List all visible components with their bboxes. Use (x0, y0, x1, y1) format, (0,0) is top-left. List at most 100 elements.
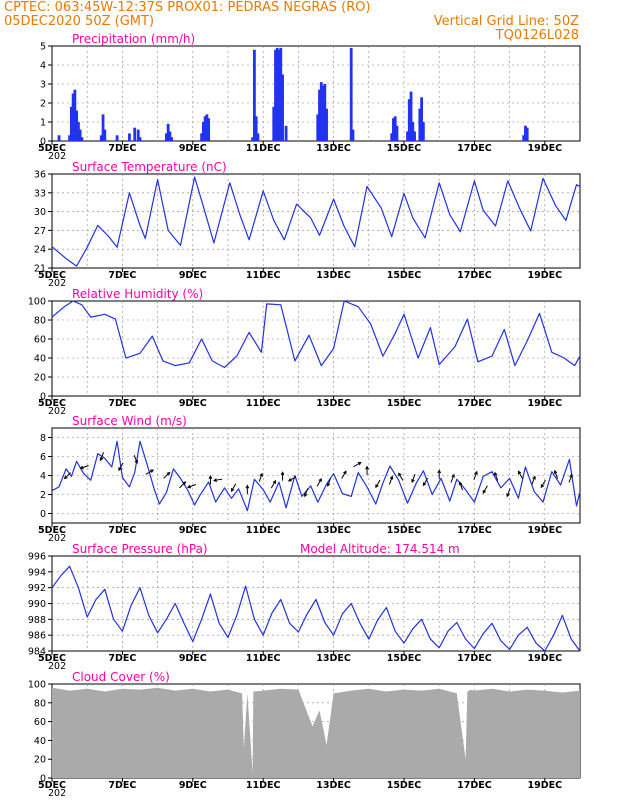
wind-arrow (398, 472, 404, 481)
wind-arrow (64, 472, 71, 479)
wind-arrow (473, 471, 478, 480)
year-stub: 202 (48, 278, 66, 289)
y-tick-label: 4 (40, 61, 46, 72)
wind-arrow-head (569, 473, 573, 478)
wind-arrow-head (343, 470, 347, 475)
wind-arrow (482, 485, 488, 494)
wind-arrow (375, 479, 381, 488)
wind-arrow-head (482, 489, 487, 494)
y-tick-label: 0 (40, 392, 46, 403)
x-tick-label: 13DEC (316, 143, 351, 154)
y-tick-label: 24 (34, 245, 46, 256)
wind-arrow (506, 488, 511, 497)
wind-arrow (231, 483, 237, 492)
panel-title: Relative Humidity (%) (72, 287, 203, 301)
x-tick-label: 11DEC (246, 780, 281, 791)
x-tick-label: 19DEC (528, 270, 563, 281)
precip-bar (421, 122, 425, 141)
precip-bar (349, 47, 353, 141)
y-tick-label: 20 (34, 373, 46, 384)
precip-bar (78, 129, 82, 141)
x-tick-label: 13DEC (316, 780, 351, 791)
x-tick-label: 11DEC (246, 525, 281, 536)
y-tick-label: 5 (40, 42, 46, 53)
x-tick-label: 15DEC (387, 525, 422, 536)
x-tick-label: 9DEC (179, 780, 207, 791)
y-tick-label: 60 (34, 335, 46, 346)
series-line (51, 565, 581, 652)
y-tick-label: 988 (28, 615, 46, 626)
precip-bar (411, 122, 415, 141)
x-tick-label: 19DEC (528, 525, 563, 536)
precip-bar (138, 137, 142, 141)
y-tick-label: 6 (40, 452, 46, 463)
x-tick-label: 7DEC (108, 780, 136, 791)
wind-arrow-head (150, 469, 155, 473)
wind-arrow (388, 476, 393, 485)
x-tick-label: 9DEC (179, 270, 207, 281)
wind-arrow (304, 488, 309, 497)
y-tick-label: 996 (28, 552, 46, 563)
precip-bar (321, 85, 325, 141)
cloud-cover-area (52, 687, 580, 778)
x-tick-label: 19DEC (528, 143, 563, 154)
x-tick-label: 5DEC (38, 780, 66, 791)
x-tick-label: 15DEC (387, 270, 422, 281)
wind-arrow-head (208, 475, 213, 479)
precip-bar (395, 125, 399, 141)
precip-bar (319, 82, 323, 141)
y-tick-label: 986 (28, 631, 46, 642)
wind-arrow-head (231, 488, 235, 492)
x-tick-label: 19DEC (528, 780, 563, 791)
wind-arrow-head (422, 482, 427, 487)
precip-bar (168, 131, 172, 141)
x-tick-label: 19DEC (528, 398, 563, 409)
wind-arrow-head (63, 475, 68, 480)
x-tick-label: 13DEC (316, 653, 351, 664)
precip-bar (318, 89, 321, 141)
precip-bar (203, 116, 207, 141)
header-grid-note: Vertical Grid Line: 50Z (434, 14, 579, 29)
plot-frame (51, 300, 581, 397)
header-model-id: TQ0126L028 (495, 28, 579, 43)
x-tick-label: 5DEC (38, 398, 66, 409)
wind-arrow-head (118, 467, 122, 472)
panel-annotation: Model Altitude: 174.514 m (300, 542, 460, 556)
precip-bar (251, 137, 255, 141)
precip-bar (133, 127, 137, 141)
panel-4: Surface Pressure (hPa) Model Altitude: 17… (28, 542, 581, 672)
y-tick-label: 40 (34, 736, 46, 747)
wind-arrow (540, 479, 546, 488)
precip-bar (80, 137, 84, 141)
precip-bar (253, 49, 256, 141)
y-tick-label: 100 (28, 680, 46, 691)
x-tick-label: 7DEC (108, 525, 136, 536)
precip-bar (323, 84, 327, 141)
wind-arrow (163, 472, 170, 479)
wind-arrow (118, 462, 124, 471)
wind-arrow-head (326, 482, 331, 487)
y-tick-label: 40 (34, 354, 46, 365)
y-tick-label: 992 (28, 583, 46, 594)
x-tick-label: 11DEC (246, 653, 281, 664)
y-tick-label: 30 (34, 207, 46, 218)
precip-bar (101, 114, 105, 141)
x-tick-label: 11DEC (246, 270, 281, 281)
precip-bar (115, 135, 119, 141)
wind-arrow-head (375, 484, 379, 489)
panel-title: Surface Temperature (nC) (72, 160, 227, 174)
wind-arrow-head (280, 471, 285, 476)
precip-bar (71, 93, 75, 141)
wind-arrow (213, 478, 223, 482)
y-tick-label: 984 (28, 647, 46, 658)
x-tick-label: 13DEC (316, 398, 351, 409)
precip-bar (524, 125, 527, 141)
wind-arrow-head (451, 473, 455, 478)
wind-arrow (459, 482, 464, 491)
wind-arrow-head (437, 469, 442, 474)
precip-bar (390, 133, 394, 141)
x-tick-label: 17DEC (457, 780, 492, 791)
y-tick-label: 100 (28, 297, 46, 308)
precip-bar (393, 116, 397, 141)
year-stub: 202 (48, 151, 66, 162)
